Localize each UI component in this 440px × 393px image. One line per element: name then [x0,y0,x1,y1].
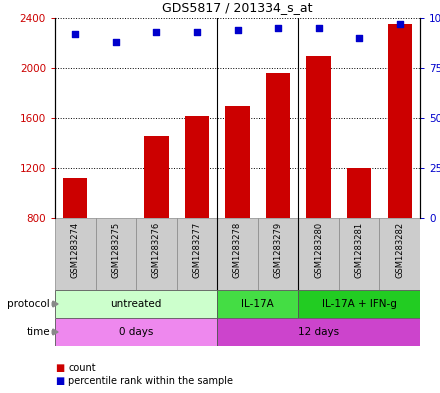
Text: ■: ■ [55,376,64,386]
Bar [339,218,379,290]
Bar [136,218,177,290]
Text: 0 days: 0 days [119,327,153,337]
Point [153,29,160,35]
Text: protocol: protocol [7,299,50,309]
Text: GSM1283281: GSM1283281 [355,222,364,278]
Point [315,25,322,31]
Bar [144,136,169,218]
Title: GDS5817 / 201334_s_at: GDS5817 / 201334_s_at [162,1,313,14]
Bar [347,168,371,218]
Text: IL-17A: IL-17A [242,299,274,309]
Bar [95,218,136,290]
Point [72,31,79,37]
Bar [104,218,128,220]
Text: IL-17A + IFN-g: IL-17A + IFN-g [322,299,396,309]
Bar [55,290,217,318]
Text: untreated: untreated [110,299,162,309]
Text: GSM1283282: GSM1283282 [395,222,404,278]
Text: GSM1283276: GSM1283276 [152,222,161,278]
Point [194,29,201,35]
Bar [266,73,290,218]
Text: GSM1283279: GSM1283279 [274,222,282,278]
Text: time: time [26,327,50,337]
Text: GSM1283280: GSM1283280 [314,222,323,278]
Bar [225,105,249,218]
Bar [177,218,217,290]
Point [112,39,119,45]
Bar [298,218,339,290]
Bar [258,218,298,290]
Point [234,27,241,33]
Text: ■: ■ [55,363,64,373]
Bar [55,218,95,290]
Text: 12 days: 12 days [298,327,339,337]
Text: GSM1283275: GSM1283275 [111,222,120,278]
Bar [55,318,217,346]
Bar [298,290,420,318]
Bar [217,290,298,318]
Bar [63,178,88,218]
Text: count: count [68,363,96,373]
Bar [306,55,331,218]
Text: GSM1283277: GSM1283277 [192,222,202,278]
Point [275,25,282,31]
Bar [185,116,209,218]
Text: GSM1283278: GSM1283278 [233,222,242,278]
Point [396,21,403,27]
Bar [217,318,420,346]
Bar [379,218,420,290]
Bar [217,218,258,290]
Point [356,35,363,41]
Text: GSM1283274: GSM1283274 [71,222,80,278]
Text: percentile rank within the sample: percentile rank within the sample [68,376,233,386]
Bar [388,24,412,218]
